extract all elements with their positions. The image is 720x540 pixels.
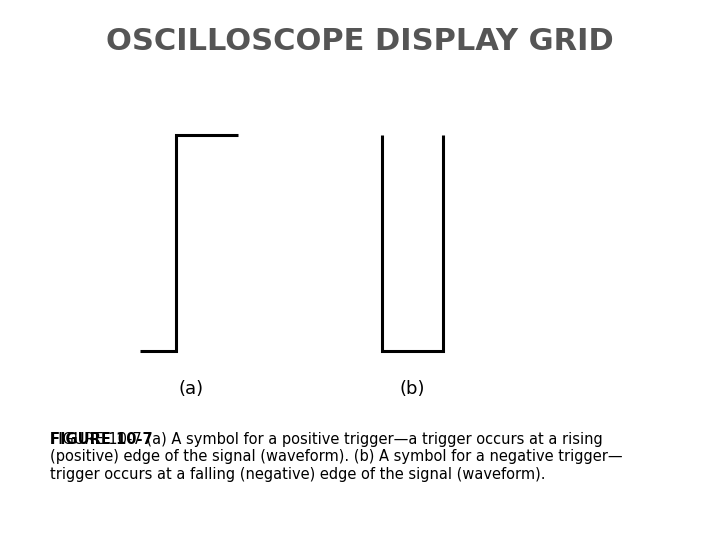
Text: (a): (a) bbox=[179, 380, 203, 398]
Text: FIGURE 10-7 (a) A symbol for a positive trigger—a trigger occurs at a rising
(po: FIGURE 10-7 (a) A symbol for a positive … bbox=[50, 432, 623, 482]
Text: (b): (b) bbox=[399, 380, 425, 398]
Text: FIGURE 10-7: FIGURE 10-7 bbox=[50, 432, 153, 447]
Text: OSCILLOSCOPE DISPLAY GRID: OSCILLOSCOPE DISPLAY GRID bbox=[106, 27, 614, 56]
